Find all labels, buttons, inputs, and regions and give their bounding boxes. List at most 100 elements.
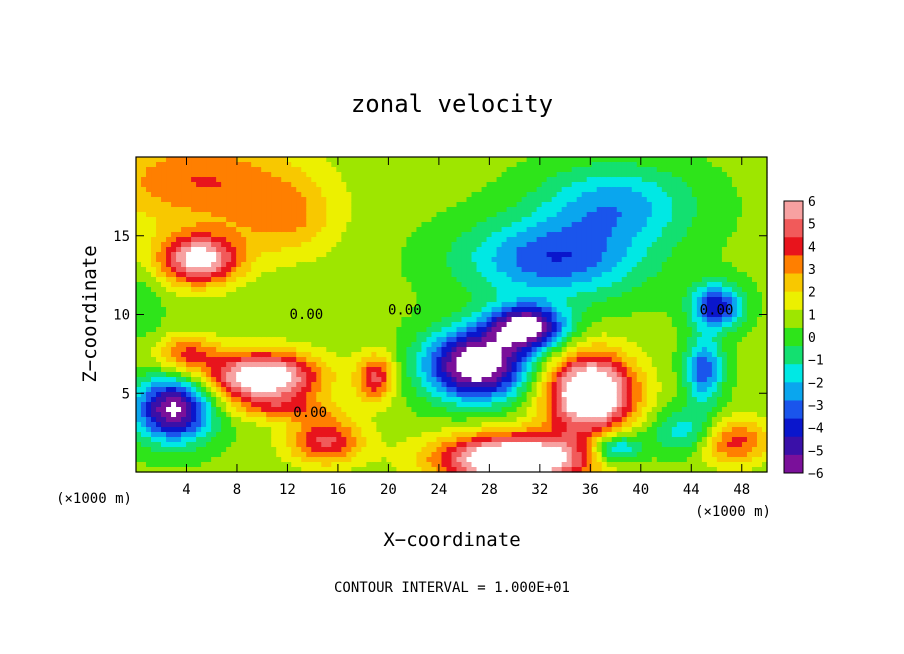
heatmap-cell xyxy=(201,247,207,253)
heatmap-cell xyxy=(346,297,352,303)
heatmap-cell xyxy=(511,262,518,268)
heatmap-cell xyxy=(226,257,232,263)
heatmap-cell xyxy=(486,387,493,393)
heatmap-cell xyxy=(201,272,207,278)
heatmap-cell xyxy=(476,252,483,258)
heatmap-cell xyxy=(191,397,197,403)
heatmap-cell xyxy=(161,467,167,473)
heatmap-cell xyxy=(526,257,533,263)
heatmap-cell xyxy=(251,172,257,178)
heatmap-cell xyxy=(336,442,342,448)
heatmap-cell xyxy=(141,197,147,203)
heatmap-cell xyxy=(146,182,152,188)
heatmap-cell xyxy=(376,257,382,263)
heatmap-cell xyxy=(311,267,317,273)
heatmap-cell xyxy=(176,227,182,233)
heatmap-cell xyxy=(361,302,367,308)
heatmap-cell xyxy=(446,242,453,248)
heatmap-cell xyxy=(271,412,277,418)
heatmap-cell xyxy=(356,287,362,293)
heatmap-cell xyxy=(476,372,483,378)
heatmap-cell xyxy=(226,467,232,473)
heatmap-cell xyxy=(176,167,182,173)
heatmap-cell xyxy=(326,437,332,443)
heatmap-cell xyxy=(226,372,232,378)
heatmap-cell xyxy=(211,347,217,353)
heatmap-cell xyxy=(511,332,518,338)
heatmap-cell xyxy=(136,432,142,438)
heatmap-cell xyxy=(386,322,393,328)
heatmap-cell xyxy=(431,157,438,163)
heatmap-cell xyxy=(381,427,387,433)
heatmap-cell xyxy=(346,212,352,218)
heatmap-cell xyxy=(456,382,463,388)
heatmap-cell xyxy=(161,342,167,348)
heatmap-cell xyxy=(326,257,332,263)
heatmap-cell xyxy=(396,282,403,288)
heatmap-cell xyxy=(226,317,232,323)
heatmap-cell xyxy=(406,277,413,283)
heatmap-cell xyxy=(441,177,448,183)
heatmap-cell xyxy=(326,262,332,268)
heatmap-cell xyxy=(501,417,508,423)
heatmap-cell xyxy=(191,407,197,413)
heatmap-cell xyxy=(271,377,277,383)
heatmap-cell xyxy=(411,312,418,318)
heatmap-cell xyxy=(486,257,493,263)
heatmap-cell xyxy=(361,182,367,188)
heatmap-cell xyxy=(346,347,352,353)
heatmap-cell xyxy=(446,332,453,338)
heatmap-cell xyxy=(141,337,147,343)
heatmap-cell xyxy=(386,337,393,343)
heatmap-cell xyxy=(281,357,287,363)
heatmap-cell xyxy=(456,182,463,188)
heatmap-cell xyxy=(441,172,448,178)
heatmap-cell xyxy=(136,267,142,273)
heatmap-cell xyxy=(256,167,262,173)
heatmap-cell xyxy=(291,237,297,243)
heatmap-cell xyxy=(396,202,403,208)
heatmap-cell xyxy=(451,467,458,473)
heatmap-cell xyxy=(261,467,267,473)
heatmap-cell xyxy=(491,352,498,358)
heatmap-cell xyxy=(316,457,322,463)
heatmap-cell xyxy=(211,327,217,333)
heatmap-cell xyxy=(181,357,187,363)
heatmap-cell xyxy=(486,207,493,213)
heatmap-cell xyxy=(196,192,202,198)
heatmap-cell xyxy=(141,412,147,418)
heatmap-cell xyxy=(421,167,428,173)
heatmap-cell xyxy=(136,187,142,193)
heatmap-cell xyxy=(506,257,513,263)
heatmap-cell xyxy=(321,327,327,333)
heatmap-cell xyxy=(266,367,272,373)
heatmap-cell xyxy=(486,427,493,433)
heatmap-cell xyxy=(251,427,257,433)
heatmap-cell xyxy=(321,372,327,378)
heatmap-cell xyxy=(301,267,307,273)
heatmap-cell xyxy=(261,417,267,423)
heatmap-cell xyxy=(371,397,377,403)
heatmap-cell xyxy=(466,267,473,273)
heatmap-cell xyxy=(166,247,172,253)
heatmap-cell xyxy=(206,352,212,358)
heatmap-cell xyxy=(311,287,317,293)
heatmap-cell xyxy=(181,277,187,283)
heatmap-cell xyxy=(176,202,182,208)
heatmap-cell xyxy=(266,432,272,438)
heatmap-cell xyxy=(296,167,302,173)
heatmap-cell xyxy=(471,392,478,398)
heatmap-cell xyxy=(426,297,433,303)
heatmap-cell xyxy=(396,382,403,388)
heatmap-cell xyxy=(356,252,362,258)
heatmap-cell xyxy=(341,427,347,433)
heatmap-cell xyxy=(231,167,237,173)
heatmap-cell xyxy=(296,187,302,193)
heatmap-cell xyxy=(491,372,498,378)
heatmap-cell xyxy=(406,282,413,288)
heatmap-cell xyxy=(301,407,307,413)
heatmap-cell xyxy=(156,187,162,193)
heatmap-cell xyxy=(506,467,513,473)
heatmap-cell xyxy=(431,352,438,358)
heatmap-cell xyxy=(216,292,222,298)
